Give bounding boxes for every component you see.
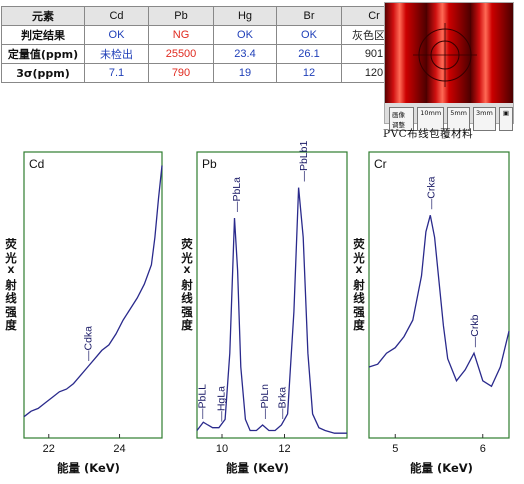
y-axis-label-char: 荧 [5, 237, 17, 251]
table-cell: OK [276, 25, 342, 45]
y-axis-label-char: 线 [353, 291, 365, 305]
table-cell: 19 [213, 63, 277, 83]
y-axis-label-char: 射 [5, 277, 17, 292]
peak-label: —PbLL [197, 384, 209, 419]
y-axis-label-char: 度 [5, 318, 17, 332]
y-axis-label-char: 度 [181, 318, 193, 332]
x-axis-label: 能量 (KeV) [57, 461, 120, 475]
x-tick-label: 5 [392, 443, 398, 455]
row-label: 判定结果 [1, 25, 85, 45]
y-axis-label-char: 荧 [181, 237, 193, 251]
peak-label: —PbLa [231, 177, 243, 212]
table-cell: 7.1 [84, 63, 149, 83]
y-axis-label-char: 射 [181, 277, 193, 292]
row-label: 3σ(ppm) [1, 63, 85, 83]
table-header-cell: Br [276, 6, 342, 26]
y-axis-label-char: X [7, 266, 15, 276]
spectrum-line [23, 165, 163, 418]
peak-label: —Cdka [83, 326, 95, 361]
table-cell: 未检出 [84, 44, 149, 64]
table-header-cell: Pb [148, 6, 214, 26]
camera-icon[interactable]: ▣ [498, 107, 513, 131]
x-tick-label: 10 [216, 443, 228, 455]
sample-photo-image [385, 3, 513, 123]
y-axis-label-char: 荧 [353, 237, 365, 251]
y-axis-label-char: 射 [353, 277, 365, 292]
x-axis-label: 能量 (KeV) [226, 461, 289, 475]
table-cell: 26.1 [276, 44, 342, 64]
peak-label: —HgLa [215, 386, 227, 422]
plot-frame [196, 151, 348, 439]
table-cell: OK [213, 25, 277, 45]
plot-frame [368, 151, 510, 439]
zoom-3mm-button[interactable]: 3mm [473, 107, 496, 131]
table-header-row: 元素 Cd Pb Hg Br Cr [1, 6, 407, 26]
photo-caption: PVC布线包覆材料 [383, 128, 474, 140]
table-row-quantity: 定量值(ppm) 未检出 25500 23.4 26.1 901 [1, 44, 407, 64]
zoom-5mm-button[interactable]: 5mm [447, 107, 471, 131]
y-axis-label-char: 光 [5, 250, 17, 265]
zoom-10mm-button[interactable]: 10mm [417, 107, 445, 131]
table-header-cell: Hg [213, 6, 277, 26]
y-axis-label-char: X [355, 266, 363, 276]
table-cell: 790 [148, 63, 214, 83]
table-cell: OK [84, 25, 149, 45]
peak-label: —Crka [425, 176, 437, 209]
spectrum-line [196, 187, 347, 434]
row-label: 定量值(ppm) [1, 44, 85, 64]
y-axis-label-char: 度 [353, 318, 365, 332]
peak-label: —PbLn [259, 384, 271, 419]
x-tick-label: 12 [278, 443, 290, 455]
table-header-cell: 元素 [1, 6, 85, 26]
pb-spectrum-chart: Pb 10 12 —PbLa —PbLb1 —PbLL —HgLa —PbLn —Brka [196, 141, 348, 455]
results-table: 元素 Cd Pb Hg Br Cr 判定结果 OK NG OK OK 灰色区域 … [1, 6, 407, 83]
y-axis-label-char: 强 [5, 304, 17, 319]
y-axis-label-char: 光 [181, 250, 193, 265]
photo-toolbar: 画像调整 10mm 5mm 3mm ▣ [389, 107, 513, 131]
y-axis-label-char: 线 [5, 291, 17, 305]
chart-title: Pb [202, 157, 217, 171]
table-row-sigma: 3σ(ppm) 7.1 790 19 12 120 [1, 63, 407, 83]
table-cell: 12 [276, 63, 342, 83]
x-tick-label: 24 [113, 443, 125, 455]
peak-label: —Crkb [469, 314, 481, 347]
spectrum-line [368, 215, 510, 388]
table-cell: 23.4 [213, 44, 277, 64]
sample-photo: 画像调整 10mm 5mm 3mm ▣ [384, 2, 514, 131]
table-row-judgement: 判定结果 OK NG OK OK 灰色区域 [1, 25, 407, 45]
peak-label: —Brka [276, 387, 288, 419]
y-axis-label-char: 强 [181, 304, 193, 319]
x-tick-label: 6 [480, 443, 486, 455]
chart-title: Cr [374, 157, 387, 171]
cd-spectrum-chart: Cd 22 24 —Cdka [23, 151, 163, 455]
y-axis-label-char: 线 [181, 291, 193, 305]
peak-label: —PbLb1 [298, 141, 310, 182]
plot-frame [23, 151, 163, 439]
table-cell: NG [148, 25, 214, 45]
x-tick-label: 22 [43, 443, 55, 455]
y-axis-label-char: 强 [353, 304, 365, 319]
y-axis-label-char: 光 [353, 250, 365, 265]
y-axis-label-char: X [183, 266, 191, 276]
chart-title: Cd [29, 157, 44, 171]
image-adjust-button[interactable]: 画像调整 [389, 107, 415, 131]
cr-spectrum-chart: Cr 5 6 —Crka —Crkb [368, 151, 510, 455]
x-axis-label: 能量 (KeV) [410, 461, 473, 475]
table-header-cell: Cd [84, 6, 149, 26]
table-cell: 25500 [148, 44, 214, 64]
